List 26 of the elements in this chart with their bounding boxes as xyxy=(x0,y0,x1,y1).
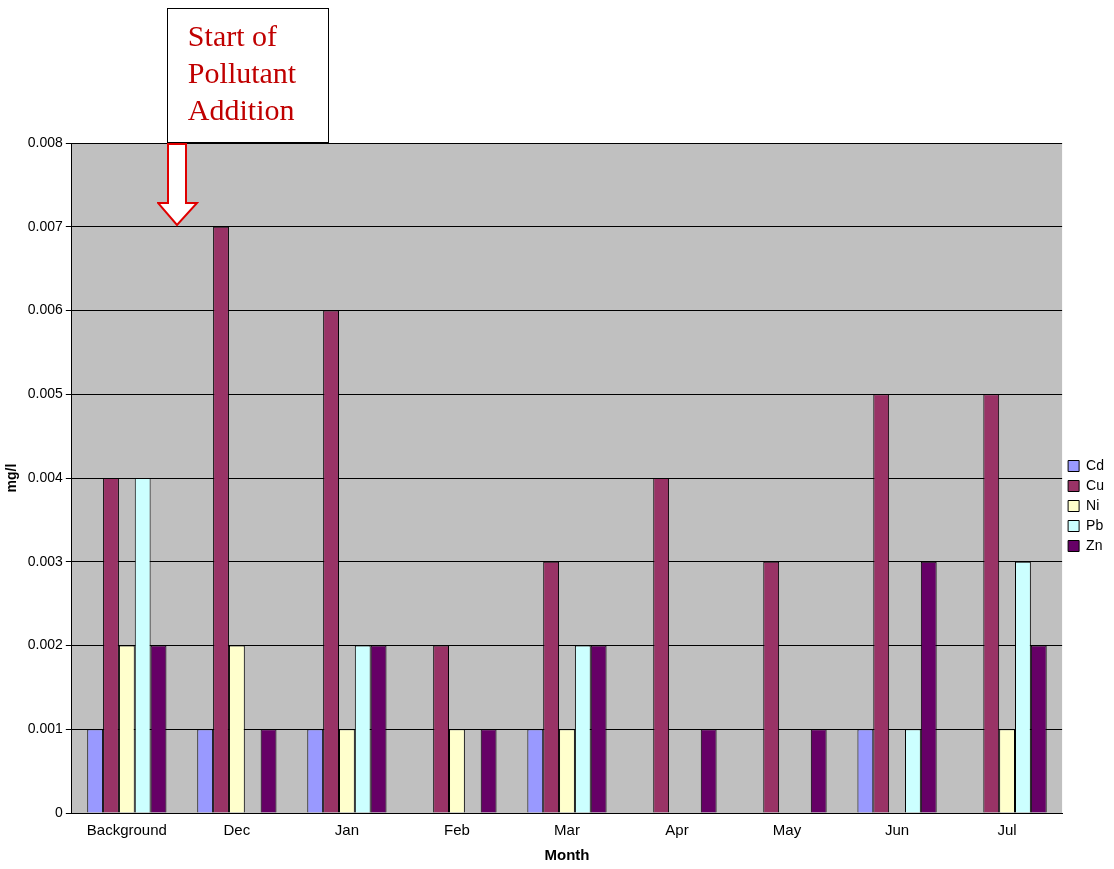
y-tick-label: 0.004 xyxy=(27,468,64,485)
y-tick-label: 0.005 xyxy=(27,385,64,402)
y-tick-label: 0.001 xyxy=(27,720,64,737)
x-tick-label: Background xyxy=(86,821,167,839)
legend-label: Ni xyxy=(1086,496,1100,513)
y-tick-label: 0.007 xyxy=(27,217,64,234)
x-tick-label: Jun xyxy=(884,821,910,839)
x-tick-label: Mar xyxy=(554,821,580,839)
y-tick-label: 0 xyxy=(55,803,64,820)
y-tick-label: 0.002 xyxy=(27,636,64,653)
legend-label: Cd xyxy=(1086,456,1105,473)
x-tick-label: May xyxy=(772,821,802,839)
y-tick-label: 0.003 xyxy=(27,552,64,569)
x-tick-label: Jul xyxy=(997,821,1017,839)
legend-label: Pb xyxy=(1086,516,1104,533)
x-tick-label: Dec xyxy=(223,821,251,839)
x-tick-label: Apr xyxy=(665,821,689,839)
legend-label: Zn xyxy=(1086,536,1103,553)
x-tick-label: Feb xyxy=(444,821,470,839)
y-tick-label: 0.006 xyxy=(27,301,64,318)
x-axis-title: Month xyxy=(544,846,590,864)
y-axis-title: mg/l xyxy=(3,463,20,493)
text: Start of Pollutant Addition xyxy=(166,8,329,143)
y-tick-label: 0.008 xyxy=(27,133,64,150)
legend-label: Cu xyxy=(1086,476,1105,493)
x-tick-label: Jan xyxy=(334,821,359,839)
